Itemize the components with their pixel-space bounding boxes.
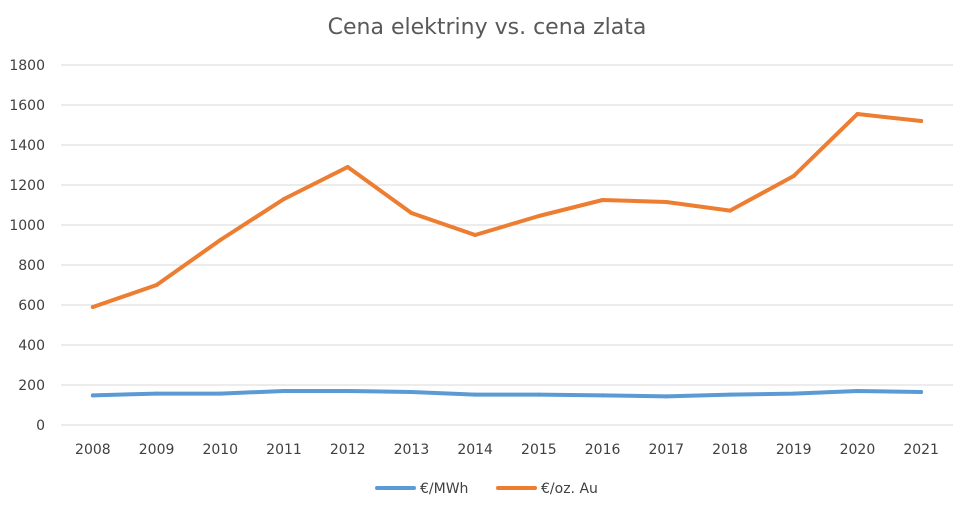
x-tick-label: 2010 xyxy=(202,442,238,458)
legend-label-gold: €/oz. Au xyxy=(541,481,598,497)
x-tick-label: 2014 xyxy=(457,442,493,458)
point-mwh-2020 xyxy=(855,389,860,393)
point-mwh-2009 xyxy=(154,391,159,396)
point-mwh-2012 xyxy=(345,389,350,393)
y-tick-label: 800 xyxy=(18,258,45,274)
y-tick-label: 1400 xyxy=(9,138,45,154)
x-tick-label: 2011 xyxy=(266,442,302,458)
series-line-gold xyxy=(90,112,924,309)
y-axis-ticks: 0 200 400 600 800 1000 1200 1400 1600 1800 xyxy=(9,58,45,434)
x-tick-label: 2020 xyxy=(840,442,876,458)
y-tick-label: 1000 xyxy=(9,218,45,234)
point-gold-2021 xyxy=(919,119,924,123)
y-tick-label: 200 xyxy=(18,378,45,394)
point-gold-2020 xyxy=(855,112,860,116)
point-mwh-2008 xyxy=(90,393,95,398)
x-tick-label: 2013 xyxy=(394,442,430,458)
point-mwh-2015 xyxy=(536,392,541,397)
point-gold-2009 xyxy=(154,283,159,287)
point-mwh-2019 xyxy=(791,391,796,396)
series-line-mwh xyxy=(90,389,924,399)
point-mwh-2018 xyxy=(728,392,732,397)
legend: €/MWh €/oz. Au xyxy=(375,481,598,497)
x-tick-label: 2015 xyxy=(521,442,557,458)
x-tick-label: 2008 xyxy=(75,442,111,458)
point-mwh-2010 xyxy=(218,391,223,396)
y-tick-label: 400 xyxy=(18,338,45,354)
x-tick-label: 2012 xyxy=(330,442,366,458)
x-tick-label: 2021 xyxy=(903,442,939,458)
legend-label-mwh: €/MWh xyxy=(420,481,468,497)
x-tick-label: 2016 xyxy=(585,442,621,458)
point-gold-2011 xyxy=(282,197,286,201)
x-tick-label: 2017 xyxy=(648,442,684,458)
point-gold-2017 xyxy=(664,200,669,204)
point-gold-2010 xyxy=(218,238,223,242)
y-tick-label: 1200 xyxy=(9,178,45,194)
x-tick-label: 2018 xyxy=(712,442,748,458)
point-mwh-2017 xyxy=(664,394,669,399)
series-lines xyxy=(90,112,924,399)
gridlines xyxy=(61,64,953,426)
point-gold-2014 xyxy=(473,233,478,237)
x-axis-ticks: 2008 2009 2010 2011 2012 2013 2014 2015 2016 2017… xyxy=(75,442,939,458)
y-tick-label: 0 xyxy=(36,418,45,434)
point-gold-2012 xyxy=(345,165,350,169)
point-gold-2016 xyxy=(600,198,605,202)
x-tick-label: 2009 xyxy=(139,442,175,458)
y-tick-label: 1800 xyxy=(9,58,45,74)
chart-title: Cena elektriny vs. cena zlata xyxy=(328,15,647,40)
point-gold-2015 xyxy=(536,214,541,218)
point-gold-2018 xyxy=(728,208,732,213)
x-tick-label: 2019 xyxy=(776,442,812,458)
point-gold-2019 xyxy=(791,174,796,178)
point-gold-2008 xyxy=(90,305,95,309)
y-tick-label: 1600 xyxy=(9,98,45,114)
point-mwh-2014 xyxy=(473,392,478,397)
point-mwh-2016 xyxy=(600,393,605,398)
point-mwh-2021 xyxy=(919,390,924,394)
point-mwh-2011 xyxy=(282,389,286,393)
point-gold-2013 xyxy=(409,211,414,215)
y-tick-label: 600 xyxy=(18,298,45,314)
point-mwh-2013 xyxy=(409,390,414,394)
